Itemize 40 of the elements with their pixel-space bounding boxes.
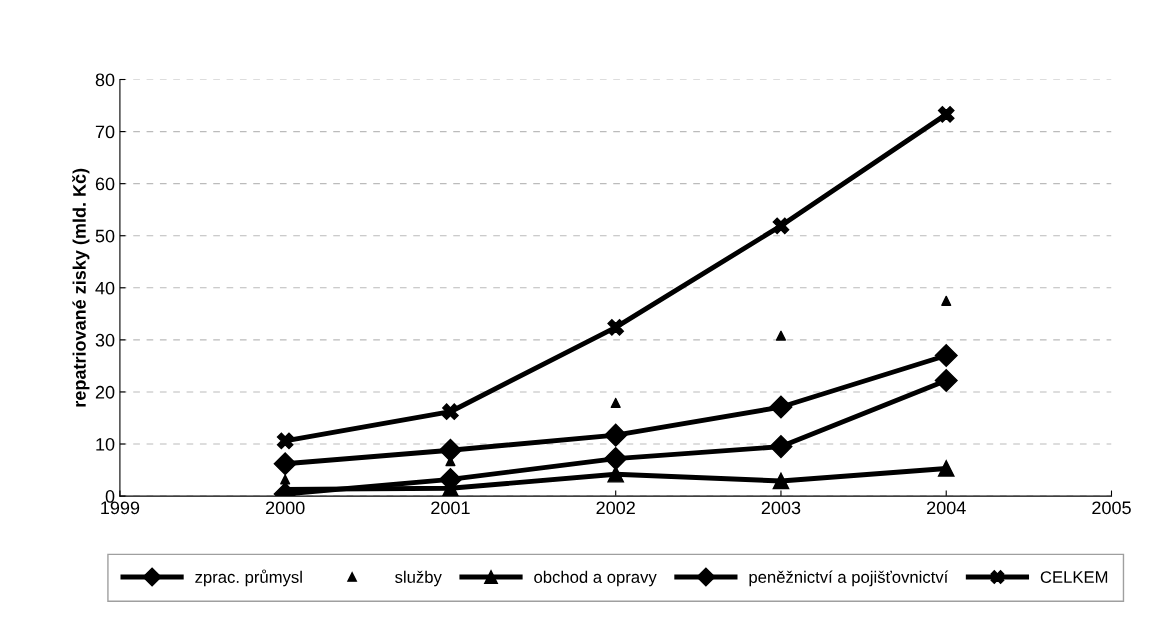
x-tick-label: 2004 xyxy=(927,501,966,515)
point xyxy=(610,397,621,408)
x-tick-label: 1999 xyxy=(101,501,140,515)
point xyxy=(276,432,294,450)
point xyxy=(772,217,790,235)
point xyxy=(273,452,297,476)
point xyxy=(769,395,793,419)
x-tick-label: 2001 xyxy=(431,501,470,515)
legend-label: CELKEM xyxy=(1040,571,1108,583)
point xyxy=(604,423,628,447)
x-tick-label: 2002 xyxy=(596,501,635,515)
legend-label: obchod a opravy xyxy=(534,570,657,587)
x-tick-label: 2005 xyxy=(1092,501,1131,515)
y-tick-label: 0 xyxy=(105,490,115,503)
point xyxy=(775,330,787,341)
point xyxy=(937,460,955,477)
y-tick-label: 60 xyxy=(95,177,115,191)
y-axis-title: repatriované zisky (mld. Kč) xyxy=(72,168,90,407)
y-tick-label: 20 xyxy=(95,385,115,399)
point xyxy=(934,343,958,367)
x-tick-label: 2000 xyxy=(266,501,305,515)
x-tick-label: 2003 xyxy=(761,501,801,515)
y-tick-label: 80 xyxy=(95,73,115,87)
y-tick-label: 30 xyxy=(95,333,115,347)
y-tick-label: 70 xyxy=(95,125,115,139)
point xyxy=(934,368,958,392)
legend-label: zprac. průmysl xyxy=(195,569,302,587)
legend-label: služby xyxy=(395,570,442,587)
point xyxy=(604,447,628,471)
y-tick-label: 50 xyxy=(95,229,115,243)
y-tick-label: 10 xyxy=(96,437,115,451)
point xyxy=(772,472,790,490)
point xyxy=(438,438,462,462)
point xyxy=(937,106,955,123)
legend-label: peněžnictví a pojišťovnictví xyxy=(749,570,949,587)
point xyxy=(442,403,459,421)
y-tick-label: 40 xyxy=(95,281,115,295)
point xyxy=(607,319,625,336)
point xyxy=(941,295,952,306)
point xyxy=(769,435,793,459)
